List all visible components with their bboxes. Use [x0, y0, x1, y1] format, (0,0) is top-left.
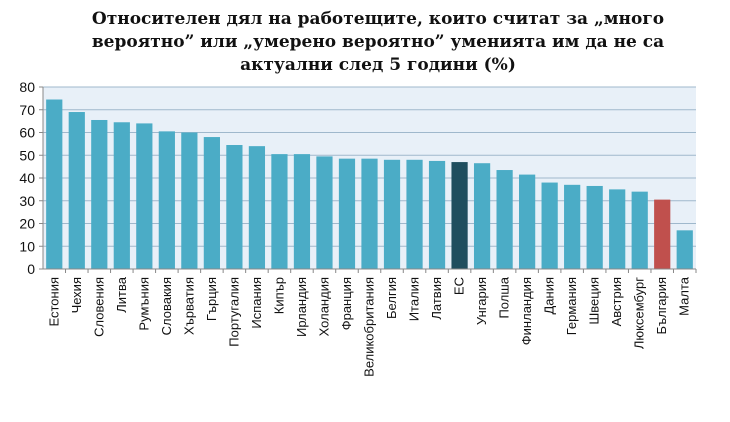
bar	[271, 154, 288, 269]
x-tick-label: България	[654, 277, 669, 334]
y-tick-labels: 0 10 20 30 40 50 60 70 80	[19, 79, 43, 277]
x-tick-label: Германия	[564, 277, 579, 335]
x-tick-label: Люксембург	[632, 277, 647, 349]
bar	[113, 122, 130, 269]
y-tick-label: 40	[19, 170, 35, 186]
bar	[91, 119, 108, 269]
x-tick-label: Литва	[114, 276, 129, 313]
bar	[496, 170, 513, 269]
x-tick-label: Гърция	[204, 277, 219, 321]
x-tick-label: Латвия	[429, 277, 444, 320]
bar	[428, 160, 446, 269]
bar	[586, 185, 603, 269]
x-tick-label: Холандия	[316, 277, 331, 336]
x-tick-label: Ирландия	[294, 277, 309, 337]
bar	[46, 99, 63, 269]
x-tick-label: Хърватия	[181, 277, 196, 335]
x-tick-label: Унгария	[474, 277, 489, 325]
x-tick-label: Кипър	[271, 277, 286, 314]
x-tick-label: Дания	[542, 277, 557, 315]
bar	[676, 230, 693, 269]
x-tick-label: Румъния	[136, 277, 151, 331]
bars	[46, 99, 693, 270]
y-tick-label: 0	[27, 261, 35, 277]
x-tick-label: Словения	[91, 277, 106, 337]
bar	[383, 159, 401, 269]
x-tick-label: Австрия	[609, 277, 624, 326]
bar	[609, 189, 626, 269]
x-tick-label: Великобритания	[362, 277, 377, 377]
chart-title: Относителен дял на работещите, които счи…	[91, 9, 665, 75]
bar	[338, 158, 356, 269]
x-tick-label: Чехия	[69, 277, 84, 313]
bar	[541, 182, 558, 269]
x-tick-label: Белгия	[384, 277, 399, 319]
x-tick-label: Словакия	[159, 277, 174, 335]
x-tick-label: Естония	[46, 277, 61, 327]
bar	[451, 162, 468, 269]
y-tick-label: 50	[19, 147, 35, 163]
bar	[631, 191, 648, 269]
x-tick-labels: Естония Чехия Словения Литва Румъния Словакия…	[46, 269, 697, 377]
bar	[519, 174, 536, 269]
x-tick-label: Франция	[339, 277, 354, 330]
bar	[203, 137, 220, 269]
y-tick-label: 70	[19, 102, 35, 118]
bar	[136, 123, 153, 270]
bar	[361, 158, 378, 269]
bar	[248, 146, 266, 269]
bar	[158, 131, 175, 269]
x-tick-label: Италия	[407, 277, 422, 321]
y-tick-label: 80	[19, 79, 35, 95]
x-tick-label: Швеция	[587, 277, 602, 325]
bar	[406, 159, 423, 269]
x-tick-label: Испания	[249, 277, 264, 329]
y-tick-label: 30	[19, 193, 35, 209]
x-tick-label: Финландия	[519, 277, 534, 345]
x-tick-label: ЕС	[452, 277, 467, 295]
x-tick-label: Полша	[497, 276, 512, 318]
bar	[564, 184, 581, 269]
y-tick-label: 10	[19, 238, 35, 254]
bar	[293, 154, 311, 269]
bar	[654, 199, 671, 269]
bar	[181, 132, 198, 269]
bar	[316, 156, 333, 269]
x-tick-label: Малта	[677, 276, 692, 316]
y-tick-label: 60	[19, 125, 35, 141]
x-tick-label: Португалия	[226, 277, 241, 347]
bar	[68, 112, 85, 270]
bar	[473, 163, 491, 269]
y-tick-label: 20	[19, 216, 35, 232]
bar	[226, 145, 243, 269]
